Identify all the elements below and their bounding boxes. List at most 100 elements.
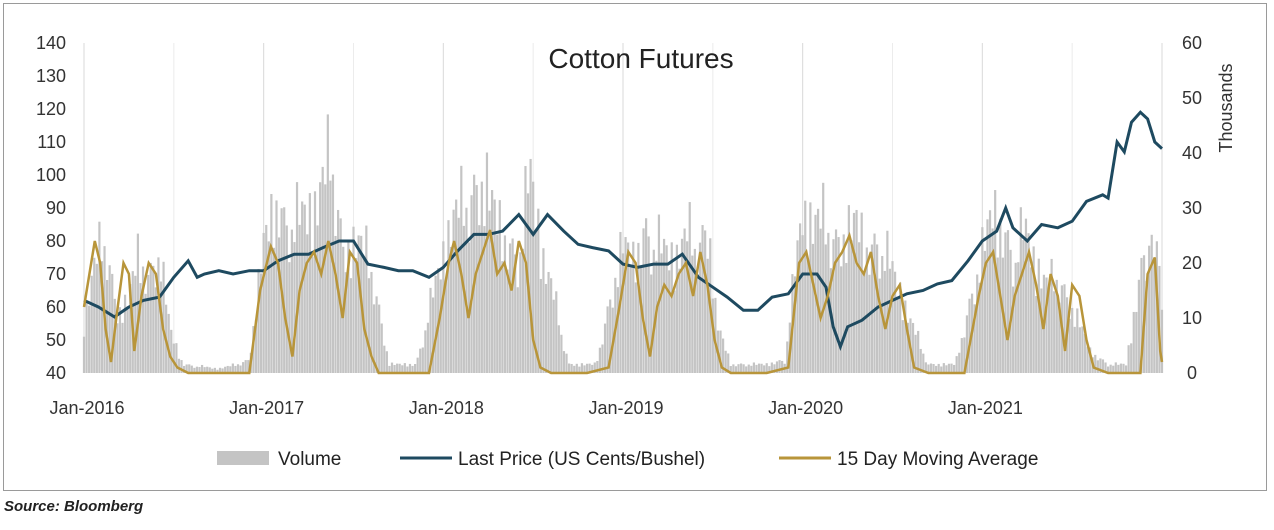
volume-bar bbox=[973, 304, 976, 373]
volume-bar bbox=[968, 298, 971, 373]
volume-bar bbox=[426, 322, 430, 373]
volume-bar bbox=[955, 356, 958, 373]
volume-bar bbox=[768, 366, 771, 373]
volume-bar bbox=[562, 351, 566, 373]
volume-bar bbox=[1153, 257, 1156, 373]
volume-bar bbox=[996, 257, 999, 373]
volume-bar bbox=[1053, 291, 1056, 373]
volume-bar bbox=[429, 287, 432, 373]
volume-bar bbox=[380, 323, 383, 373]
volume-bar bbox=[444, 280, 447, 373]
volume-bar bbox=[665, 245, 668, 373]
volume-bar bbox=[139, 283, 142, 373]
volume-bar bbox=[508, 243, 512, 373]
volume-bar bbox=[732, 364, 735, 373]
volume-bar bbox=[1027, 233, 1030, 373]
right-tick-label: 40 bbox=[1182, 143, 1202, 163]
volume-bar bbox=[609, 299, 612, 373]
volume-bar bbox=[747, 364, 750, 373]
volume-bar bbox=[421, 347, 424, 373]
volume-bar bbox=[1073, 326, 1076, 373]
source-note: Source: Bloomberg bbox=[4, 498, 144, 515]
volume-bar bbox=[714, 297, 717, 373]
chart-frame: 140 130 120 110 100 90 80 70 60 50 40 60 50 40 30 20 10… bbox=[3, 3, 1267, 491]
volume-bar bbox=[801, 235, 804, 373]
volume-bar bbox=[573, 365, 576, 373]
volume-bar bbox=[917, 330, 920, 373]
volume-bar bbox=[688, 202, 691, 373]
volume-bar bbox=[583, 365, 586, 373]
volume-bar bbox=[775, 361, 779, 373]
volume-bar bbox=[660, 253, 663, 373]
volume-bar bbox=[863, 271, 866, 373]
volume-bar bbox=[378, 304, 381, 373]
volume-bar bbox=[180, 360, 183, 373]
volume-bar bbox=[1089, 347, 1092, 373]
volume-bar bbox=[932, 364, 935, 373]
volume-bar bbox=[175, 343, 178, 373]
volume-bar bbox=[1012, 286, 1015, 373]
right-axis-ticks: 60 50 40 30 20 10 0 bbox=[1182, 33, 1202, 383]
volume-bar bbox=[698, 242, 702, 373]
volume-bar bbox=[190, 365, 193, 373]
volume-bar bbox=[231, 363, 234, 373]
volume-bar bbox=[994, 190, 997, 373]
volume-bar bbox=[275, 200, 278, 373]
volume-bar bbox=[593, 362, 596, 373]
volume-bar bbox=[126, 308, 129, 373]
volume-bar bbox=[1076, 308, 1079, 373]
volume-bar bbox=[193, 367, 196, 373]
volume-bar bbox=[914, 334, 917, 373]
volume-bar bbox=[865, 247, 868, 373]
volume-bar bbox=[267, 241, 270, 373]
volume-bar bbox=[506, 269, 509, 373]
volume-bar bbox=[1127, 345, 1130, 373]
volume-bar bbox=[693, 248, 696, 373]
volume-bar bbox=[575, 363, 578, 373]
volume-bar bbox=[149, 262, 152, 373]
volume-bar bbox=[1122, 363, 1125, 373]
volume-bar bbox=[152, 265, 155, 373]
volume-bar bbox=[290, 229, 293, 373]
volume-bar bbox=[858, 242, 861, 373]
volume-bar bbox=[1024, 218, 1028, 373]
volume-bar bbox=[85, 301, 88, 373]
volume-bar bbox=[452, 209, 455, 373]
volume-bar bbox=[449, 246, 453, 373]
volume-bar bbox=[555, 291, 558, 373]
volume-bar bbox=[331, 174, 335, 373]
volume-bar bbox=[167, 313, 170, 373]
volume-bar bbox=[634, 282, 637, 373]
volume-bar bbox=[873, 233, 876, 373]
volume-bar bbox=[1009, 249, 1012, 373]
volume-bar bbox=[473, 174, 476, 373]
left-tick-label: 100 bbox=[36, 165, 66, 185]
volume-bar bbox=[870, 244, 874, 373]
volume-bar bbox=[645, 218, 648, 373]
volume-bar bbox=[455, 199, 458, 373]
volume-bar bbox=[1055, 279, 1058, 373]
volume-bar bbox=[265, 224, 268, 373]
volume-bar bbox=[1104, 362, 1107, 373]
volume-bar bbox=[804, 200, 807, 373]
volume-bar bbox=[439, 279, 442, 373]
volume-bar bbox=[1032, 246, 1035, 373]
volume-bar bbox=[852, 212, 856, 373]
volume-bar bbox=[414, 364, 417, 373]
left-tick-label: 140 bbox=[36, 33, 66, 53]
volume-bar bbox=[1140, 257, 1143, 373]
legend-volume-swatch bbox=[217, 451, 269, 465]
volume-bar bbox=[239, 365, 242, 373]
volume-bar bbox=[419, 348, 422, 373]
volume-bar bbox=[1086, 346, 1089, 373]
volume-bar bbox=[560, 334, 563, 373]
volume-bar bbox=[260, 273, 263, 373]
volume-bar bbox=[899, 282, 902, 373]
volume-bar bbox=[922, 353, 925, 373]
volume-bar bbox=[147, 274, 150, 373]
right-tick-label: 50 bbox=[1182, 88, 1202, 108]
volume-bar bbox=[1112, 365, 1115, 373]
x-tick-label: Jan-2019 bbox=[588, 398, 663, 418]
volume-bar bbox=[129, 284, 132, 373]
